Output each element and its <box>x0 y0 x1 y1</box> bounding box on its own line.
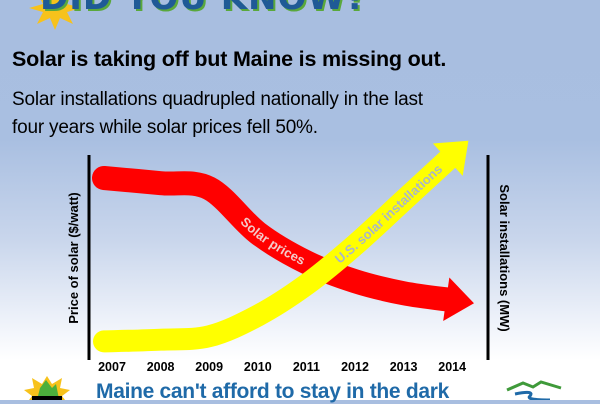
series-label: Solar prices <box>238 214 308 268</box>
left-axis-label: Price of solar ($/watt) <box>66 192 81 323</box>
series-label: U.S. solar installations <box>332 161 445 266</box>
x-tick-label: 2007 <box>98 360 126 374</box>
arrowhead <box>443 277 474 322</box>
series-band-prices <box>92 166 465 313</box>
maine-sun-logo <box>24 376 70 400</box>
x-tick-label: 2011 <box>293 360 320 374</box>
x-tick-label: 2008 <box>147 360 175 374</box>
x-tick-label: 2009 <box>195 360 223 374</box>
right-axis-label: Solar installations (MW) <box>497 184 512 331</box>
series-band-installations <box>93 144 464 353</box>
x-tick-label: 2012 <box>341 360 369 374</box>
x-tick-label: 2013 <box>390 360 418 374</box>
x-tick-label: 2014 <box>438 360 466 374</box>
headline: Solar is taking off but Maine is missing… <box>12 47 447 71</box>
subtitle: Solar installations quadrupled nationall… <box>12 86 582 142</box>
x-tick-label: 2010 <box>244 360 272 374</box>
subtitle-line: Solar installations quadrupled nationall… <box>12 89 423 110</box>
subtitle-line: four years while solar prices fell 50%. <box>12 117 318 138</box>
footer-message: Maine can't afford to stay in the dark <box>96 380 449 403</box>
did-you-know-banner: DID YOU KNOW? <box>40 0 367 18</box>
sun-icon <box>29 0 81 30</box>
river-logo <box>506 380 562 400</box>
arrowhead <box>432 140 469 176</box>
